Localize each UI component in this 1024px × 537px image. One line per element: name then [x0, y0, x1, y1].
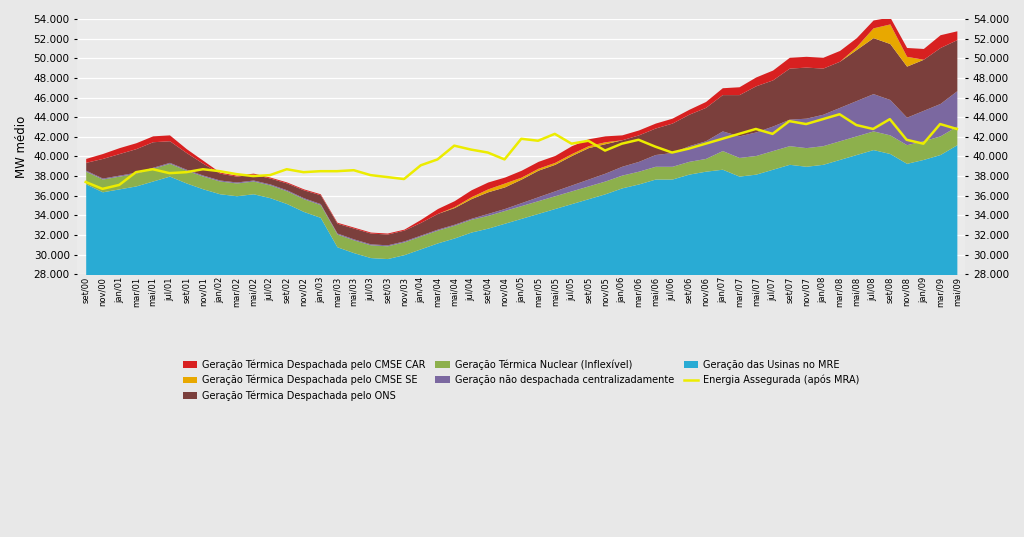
Y-axis label: MW médio: MW médio	[15, 115, 28, 178]
Legend: Geração Térmica Despachada pelo CMSE CAR, Geração Térmica Despachada pelo CMSE S: Geração Térmica Despachada pelo CMSE CAR…	[179, 355, 863, 405]
